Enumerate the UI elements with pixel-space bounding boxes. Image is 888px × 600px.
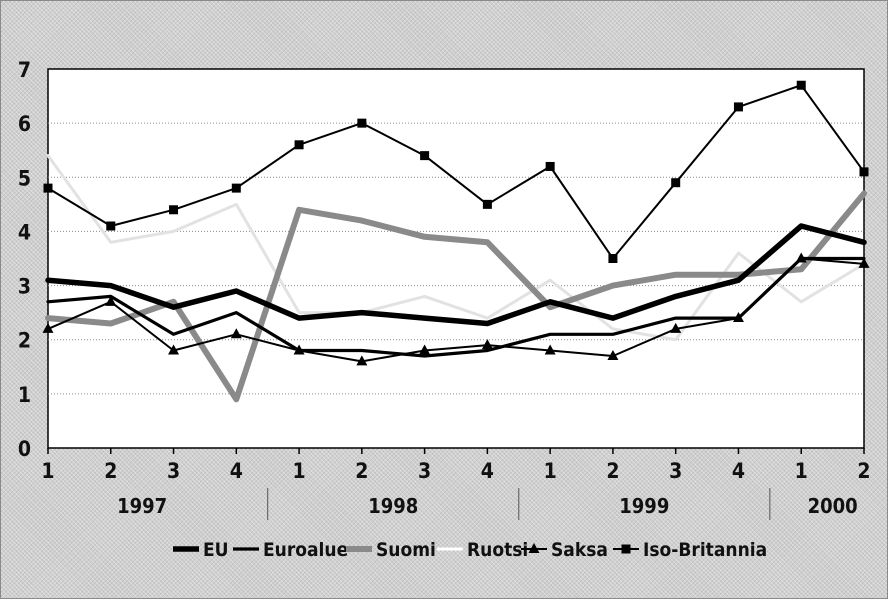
year-label: 1997 [117, 494, 167, 518]
series-line-iso-britannia [47, 84, 865, 260]
data-point-saksa [544, 344, 556, 355]
data-point-saksa [42, 322, 54, 333]
data-point-iso-britannia [169, 205, 179, 215]
data-point-iso-britannia [796, 80, 806, 90]
legend-marker [621, 544, 631, 554]
x-tick-label: 4 [732, 459, 745, 483]
x-tick-label: 2 [355, 459, 368, 483]
x-tick-label: 3 [167, 459, 180, 483]
data-point-saksa [795, 252, 807, 263]
x-tick-label: 3 [669, 459, 682, 483]
data-point-iso-britannia [294, 140, 304, 150]
data-point-saksa [481, 339, 493, 350]
gridlines [48, 122, 864, 395]
x-tick-label: 2 [857, 459, 870, 483]
year-label: 1998 [368, 494, 418, 518]
data-point-iso-britannia [43, 183, 53, 193]
data-point-iso-britannia [608, 254, 618, 263]
y-tick-label: 2 [18, 329, 31, 353]
data-point-saksa [607, 349, 619, 360]
data-point-iso-britannia [859, 167, 869, 177]
y-tick-label: 0 [18, 437, 31, 461]
legend-label: Iso-Britannia [643, 539, 767, 561]
plot-area [47, 68, 865, 449]
legend-label: Suomi [376, 539, 436, 561]
data-point-iso-britannia [357, 118, 367, 128]
data-point-iso-britannia [671, 178, 681, 188]
x-tick-label: 1 [292, 459, 305, 483]
x-tick-label: 1 [795, 459, 808, 483]
year-label: 1999 [619, 494, 669, 518]
x-tick-label: 1 [544, 459, 557, 483]
series-lines [42, 80, 870, 403]
y-tick-label: 5 [18, 166, 31, 190]
y-tick-label: 7 [18, 58, 31, 82]
y-tick-label: 4 [18, 220, 31, 244]
data-point-iso-britannia [482, 199, 492, 209]
series-line-ruotsi [46, 154, 866, 342]
x-tick-label: 1 [41, 459, 54, 483]
year-labels: 1997 1998 1999 2000 [117, 488, 858, 520]
data-point-saksa [105, 295, 117, 306]
y-tick-label: 6 [18, 112, 31, 136]
series-line-eu [45, 223, 867, 327]
x-tick-label: 3 [418, 459, 431, 483]
series-line-suomi [45, 190, 867, 403]
data-point-iso-britannia [106, 221, 116, 231]
data-point-saksa [168, 344, 180, 355]
data-point-saksa [419, 344, 431, 355]
x-tick-label: 4 [230, 459, 243, 483]
y-axis-ticks: 0 1 2 3 4 5 6 7 [18, 58, 31, 461]
data-point-saksa [293, 344, 305, 355]
legend-label: Ruotsi [467, 539, 528, 561]
y-tick-label: 1 [18, 383, 31, 407]
legend: EU Euroalue Suomi Ruotsi Saksa Iso-Britannia [173, 539, 767, 561]
data-point-saksa [356, 355, 368, 366]
data-point-iso-britannia [231, 183, 241, 193]
series-line-saksa [47, 257, 865, 363]
x-axis-ticks: 1 2 3 4 1 2 3 4 1 2 3 4 1 2 [41, 448, 871, 483]
data-point-iso-britannia [545, 161, 555, 171]
data-point-saksa [858, 257, 870, 268]
y-tick-label: 3 [18, 275, 31, 299]
year-label: 2000 [808, 494, 858, 518]
data-point-saksa [230, 328, 242, 339]
x-tick-label: 2 [606, 459, 619, 483]
legend-label: Saksa [551, 539, 608, 561]
series-line-euroalue [46, 256, 866, 358]
x-tick-label: 2 [104, 459, 117, 483]
legend-label: Euroalue [263, 539, 348, 561]
legend-marker [528, 543, 540, 553]
x-tick-label: 4 [481, 459, 494, 483]
data-point-iso-britannia [420, 151, 430, 161]
data-point-iso-britannia [733, 102, 743, 112]
legend-label: EU [203, 539, 229, 561]
data-point-saksa [670, 322, 682, 333]
data-point-saksa [732, 312, 744, 323]
